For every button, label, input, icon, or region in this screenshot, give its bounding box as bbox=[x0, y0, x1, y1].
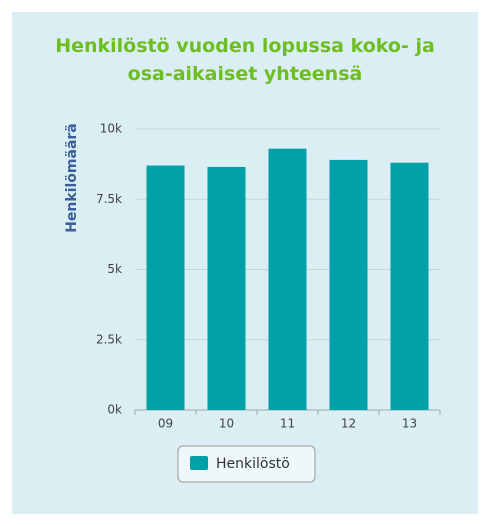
y-tick-label: 2.5k bbox=[96, 332, 122, 346]
x-tick-label: 13 bbox=[402, 417, 417, 431]
x-tick-label: 10 bbox=[219, 417, 234, 431]
bar bbox=[390, 162, 429, 410]
y-tick-label: 10k bbox=[100, 122, 122, 136]
bar bbox=[207, 166, 246, 410]
y-tick-label: 7.5k bbox=[96, 192, 122, 206]
bar bbox=[268, 148, 307, 411]
legend-box bbox=[177, 445, 316, 483]
y-tick-label: 5k bbox=[107, 262, 122, 276]
x-tick-label: 12 bbox=[341, 417, 356, 431]
bar bbox=[146, 165, 185, 410]
x-tick-label: 11 bbox=[280, 417, 295, 431]
bar bbox=[329, 159, 368, 410]
y-axis-label: Henkilömäärä bbox=[64, 123, 80, 233]
chart-title: Henkilöstö vuoden lopussa koko- ja osa-a… bbox=[55, 35, 435, 85]
legend-label: Henkilöstö bbox=[216, 456, 290, 472]
y-tick-label: 0k bbox=[107, 403, 122, 417]
x-tick-label: 09 bbox=[158, 417, 173, 431]
legend-swatch bbox=[190, 456, 208, 470]
